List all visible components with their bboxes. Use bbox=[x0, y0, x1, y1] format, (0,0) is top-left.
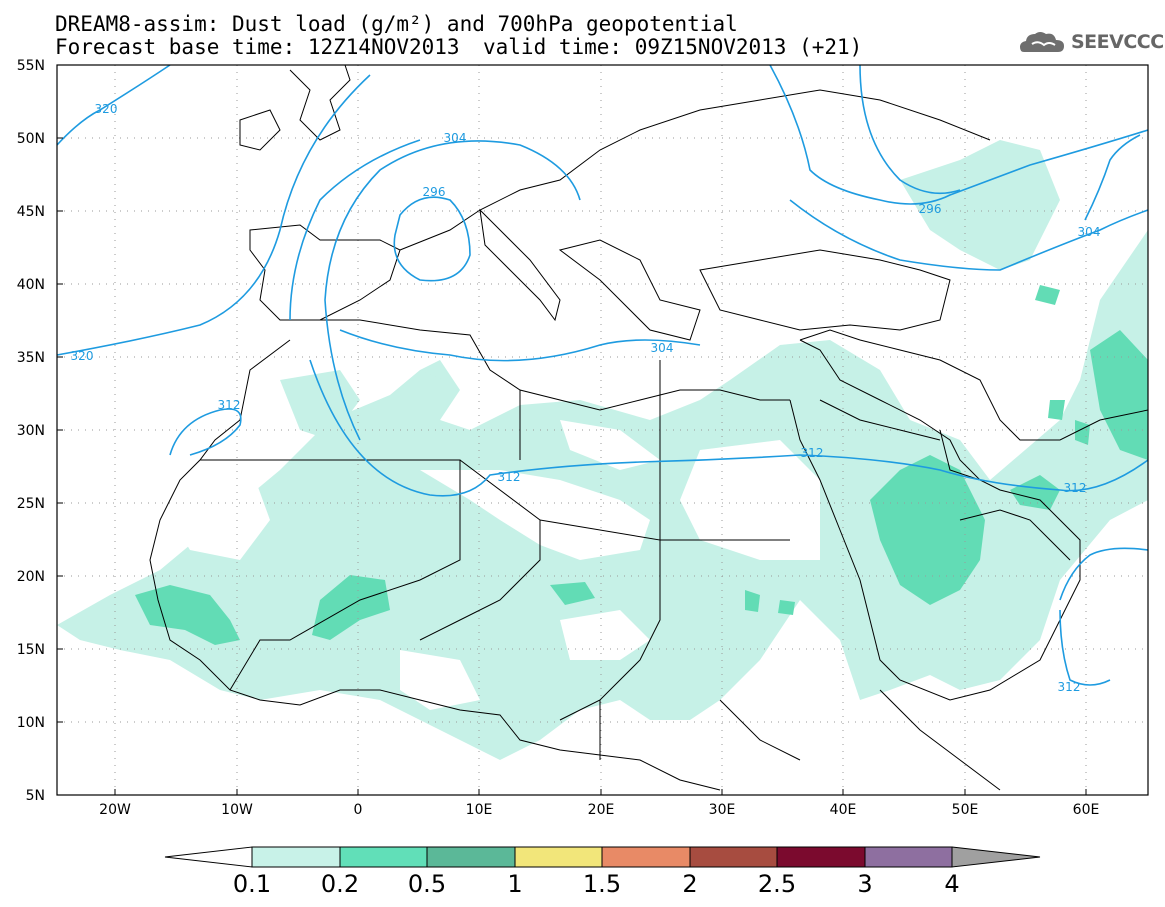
contour-label: 320 bbox=[95, 102, 118, 116]
colorbar-label: 0.5 bbox=[407, 870, 447, 898]
title-line-1: DREAM8-assim: Dust load (g/m²) and 700hP… bbox=[55, 12, 738, 36]
lat-label: 50N bbox=[17, 131, 45, 147]
contour-label: 312 bbox=[801, 446, 824, 460]
contour-label: 320 bbox=[71, 349, 94, 363]
contour-labels: 320 304 296 320 312 312 304 312 296 304 … bbox=[71, 102, 1101, 694]
graticule bbox=[57, 65, 1148, 795]
lon-label: 50E bbox=[952, 802, 979, 818]
contour-label: 296 bbox=[423, 185, 446, 199]
lon-label: 10E bbox=[466, 802, 493, 818]
lat-label: 35N bbox=[17, 350, 45, 366]
geopotential-contours bbox=[56, 64, 1149, 686]
colorbar-low-arrow bbox=[164, 846, 253, 868]
colorbar-swatch bbox=[251, 846, 341, 868]
colorbar-swatch bbox=[864, 846, 953, 868]
dust-region-mid bbox=[135, 285, 1148, 645]
colorbar-label: 0.1 bbox=[232, 870, 272, 898]
colorbar-label: 4 bbox=[944, 870, 960, 898]
contour-label: 296 bbox=[919, 202, 942, 216]
colorbar-high-arrow bbox=[951, 846, 1041, 868]
longitude-labels: 20W 10W 0 10E 20E 30E 40E 50E 60E bbox=[99, 802, 1099, 818]
contour-label: 312 bbox=[218, 398, 241, 412]
colorbar-swatch bbox=[776, 846, 866, 868]
lon-label: 40E bbox=[830, 802, 857, 818]
lat-label: 15N bbox=[17, 642, 45, 658]
lat-label: 55N bbox=[17, 58, 45, 74]
lat-label: 20N bbox=[17, 569, 45, 585]
contour-label: 304 bbox=[1078, 225, 1101, 239]
lon-label: 10W bbox=[221, 802, 253, 818]
colorbar-label: 2.5 bbox=[757, 870, 797, 898]
lon-label: 30E bbox=[709, 802, 736, 818]
logo-text: SEEVCCC bbox=[1071, 31, 1164, 53]
lat-label: 5N bbox=[26, 788, 45, 804]
lat-label: 40N bbox=[17, 277, 45, 293]
contour-label: 312 bbox=[1058, 680, 1081, 694]
colorbar-label: 1.5 bbox=[582, 870, 622, 898]
lat-label: 10N bbox=[17, 715, 45, 731]
colorbar-label: 1 bbox=[507, 870, 523, 898]
lat-label: 45N bbox=[17, 204, 45, 220]
colorbar-label: 0.2 bbox=[320, 870, 360, 898]
colorbar-swatch bbox=[601, 846, 691, 868]
cloud-logo-icon bbox=[1020, 32, 1064, 52]
contour-label: 312 bbox=[498, 470, 521, 484]
coastlines bbox=[149, 64, 1149, 791]
lon-label: 20W bbox=[99, 802, 131, 818]
valid-time: valid time: 09Z15NOV2013 (+21) bbox=[483, 35, 863, 59]
contour-label: 304 bbox=[651, 341, 674, 355]
axis-ticks bbox=[57, 64, 1087, 795]
colorbar-swatch bbox=[426, 846, 516, 868]
colorbar-label: 3 bbox=[857, 870, 873, 898]
colorbar-swatch bbox=[689, 846, 778, 868]
lon-label: 60E bbox=[1073, 802, 1100, 818]
lon-label: 0 bbox=[354, 802, 363, 818]
colorbar bbox=[164, 846, 1041, 868]
lat-label: 25N bbox=[17, 496, 45, 512]
lon-label: 20E bbox=[588, 802, 615, 818]
forecast-base-time: Forecast base time: 12Z14NOV2013 bbox=[55, 35, 460, 59]
lat-label: 30N bbox=[17, 423, 45, 439]
colorbar-label: 2 bbox=[682, 870, 698, 898]
contour-label: 304 bbox=[444, 131, 467, 145]
contour-label: 312 bbox=[1064, 481, 1087, 495]
colorbar-swatch bbox=[339, 846, 428, 868]
latitude-labels: 55N 50N 45N 40N 35N 30N 25N 20N 15N 10N … bbox=[17, 58, 45, 804]
colorbar-swatch bbox=[514, 846, 603, 868]
